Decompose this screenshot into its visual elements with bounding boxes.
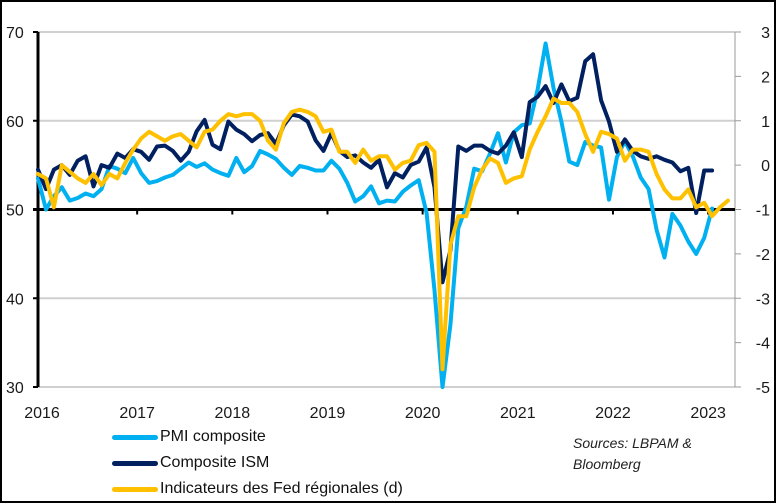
source-line-1: Sources: LBPAM & [573, 435, 692, 451]
left-axis-tick-label: 60 [6, 114, 24, 131]
legend: PMI composite Composite ISM Indicateurs … [112, 424, 403, 502]
left-axis-tick-label: 70 [6, 25, 24, 42]
gridlines [38, 31, 735, 388]
legend-label-fed: Indicateurs des Fed régionales (d) [160, 480, 403, 497]
x-axis-tick-label: 2020 [405, 405, 441, 422]
x-axis-tick-label: 2018 [215, 405, 251, 422]
x-axis-tick-label: 2022 [595, 405, 631, 422]
series-lines [36, 41, 730, 389]
x-axis-tick-label: 2021 [500, 405, 536, 422]
source-line-2: Bloomberg [573, 456, 641, 472]
right-axis-tick-label: -5 [756, 380, 770, 397]
left-axis-tick-label: 50 [6, 203, 24, 220]
right-axis-tick-label: 3 [761, 25, 770, 42]
legend-swatch-fed [112, 486, 158, 492]
legend-item-fed: Indicateurs des Fed régionales (d) [112, 476, 403, 502]
series-line-pmi-composite [36, 41, 715, 389]
series-line-indicateurs-des-fed-r-gionales-d [36, 96, 730, 372]
right-axis-tick-label: -3 [756, 291, 770, 308]
source-note: Sources: LBPAM & Bloomberg [573, 433, 713, 475]
right-axis-tick-label: -2 [756, 247, 770, 264]
x-axis-tick-label: 2019 [310, 405, 346, 422]
right-axis-tick-label: 2 [761, 69, 770, 86]
legend-label-ism: Composite ISM [160, 454, 270, 471]
right-axis-tick-label: 1 [761, 114, 770, 131]
legend-item-pmi: PMI composite [112, 424, 403, 450]
legend-swatch-ism [112, 460, 158, 466]
left-axis-tick-label: 30 [6, 380, 24, 397]
legend-swatch-pmi [112, 434, 158, 440]
right-axis-tick-label: 0 [761, 158, 770, 175]
axes [33, 31, 741, 388]
x-axis-tick-label: 2016 [24, 405, 60, 422]
right-axis-tick-label: -1 [756, 203, 770, 220]
right-axis-tick-label: -4 [756, 336, 770, 353]
tick-labels: 30 40 50 60 70 -5 -4 -3 -2 -1 0 1 2 3 2016 2017 2018 2019… [6, 25, 770, 422]
series-line-composite-ism [36, 52, 715, 285]
x-axis-tick-label: 2023 [690, 405, 726, 422]
x-axis-tick-label: 2017 [119, 405, 155, 422]
legend-label-pmi: PMI composite [160, 428, 266, 445]
legend-item-ism: Composite ISM [112, 450, 403, 476]
left-axis-tick-label: 40 [6, 291, 24, 308]
